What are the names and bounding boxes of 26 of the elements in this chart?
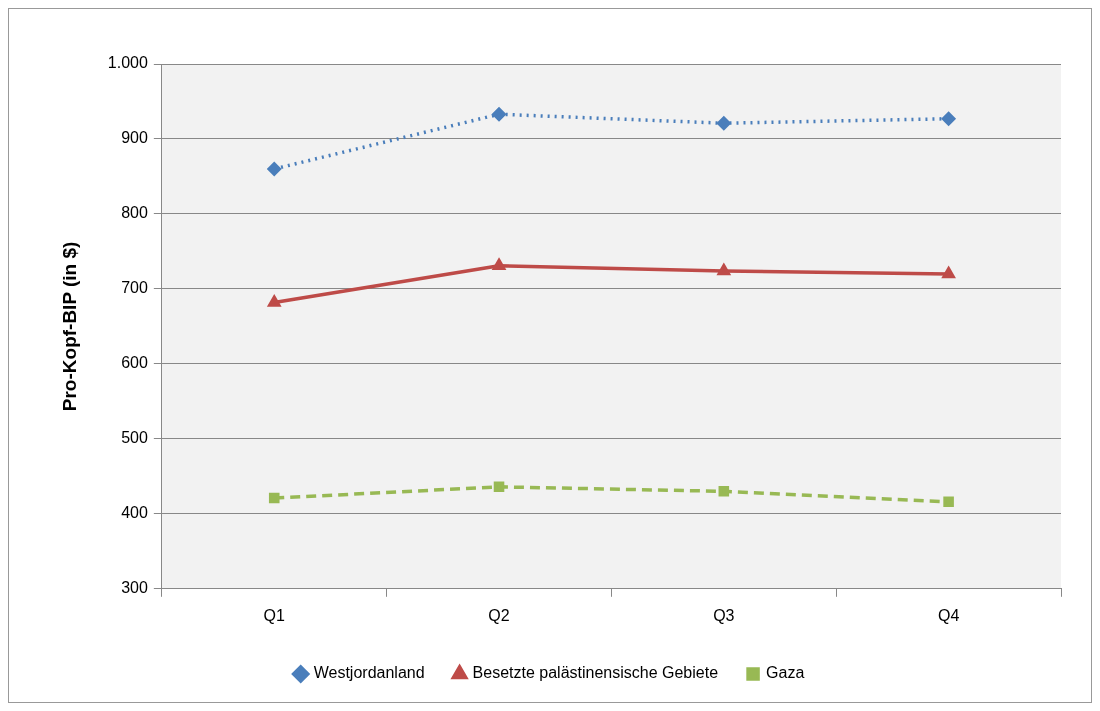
point: [493, 481, 505, 493]
y-axis-title: Pro-Kopf-BIP (in $): [58, 241, 80, 412]
point: [492, 258, 506, 270]
point: [943, 496, 954, 508]
legend-label: Gaza: [766, 664, 805, 682]
x-tick-label: Q4: [937, 606, 960, 624]
point: [267, 162, 281, 176]
x-tick-label: Q1: [263, 606, 286, 624]
legend-label: Westjordanland: [313, 664, 425, 682]
point: [268, 295, 281, 307]
point: [717, 116, 731, 130]
y-tick-label: 700: [121, 279, 148, 297]
point: [718, 486, 730, 497]
y-tick-label: 1.000: [107, 54, 148, 72]
x-tick-label: Q3: [713, 606, 735, 624]
y-tick-label: 900: [121, 129, 148, 147]
x-tick-label: Q2: [488, 606, 510, 624]
y-tick-label: 800: [121, 204, 148, 222]
y-tick-label: 500: [121, 429, 148, 447]
y-tick-label: 300: [121, 579, 148, 597]
legend-label: Besetzte palästinensische Gebiete: [472, 664, 719, 682]
y-tick-label: 600: [121, 354, 148, 372]
point: [941, 111, 956, 126]
y-tick-label: 400: [121, 504, 148, 522]
point: [268, 492, 280, 504]
point: [492, 107, 506, 121]
